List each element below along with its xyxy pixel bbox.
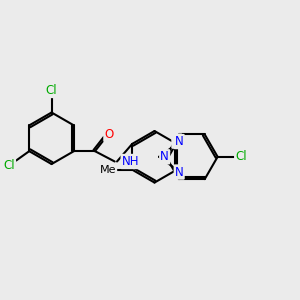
Text: N: N (160, 150, 169, 163)
Text: Me: Me (100, 165, 116, 175)
Text: N: N (172, 135, 181, 148)
Text: N: N (175, 135, 184, 148)
Text: Cl: Cl (235, 150, 247, 163)
Text: N: N (175, 166, 184, 178)
Text: Cl: Cl (3, 159, 15, 172)
Text: Cl: Cl (46, 84, 57, 97)
Text: NH: NH (122, 155, 139, 168)
Text: O: O (104, 128, 114, 141)
